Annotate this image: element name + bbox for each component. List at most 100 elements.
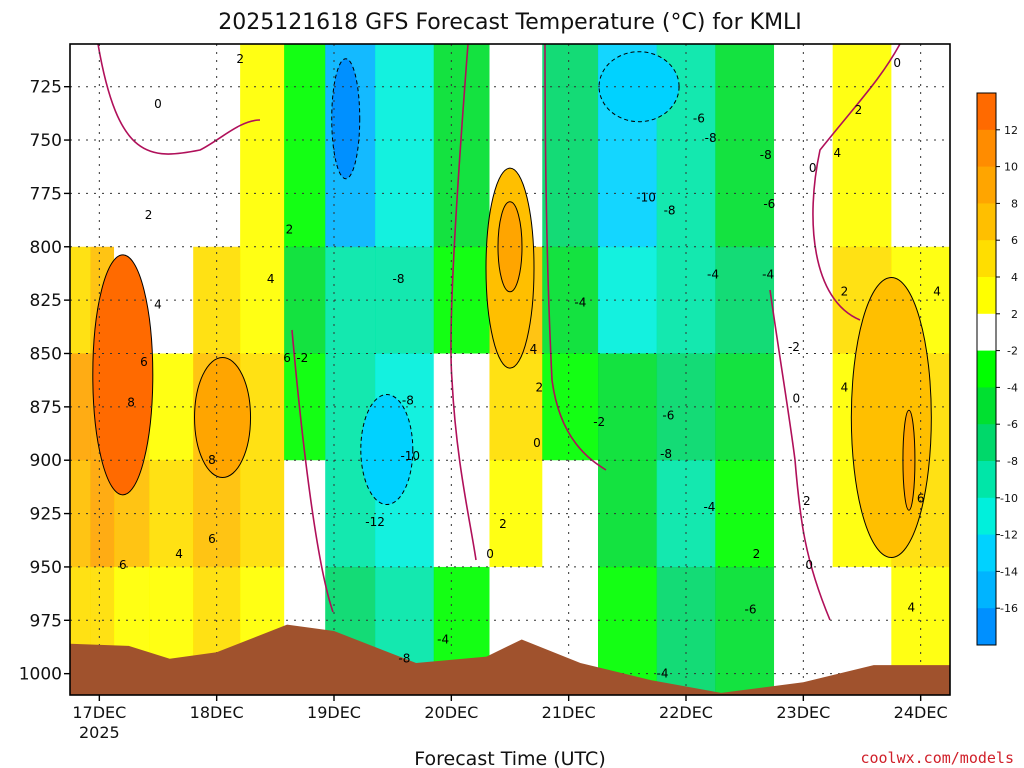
- zero-degree-contour: [769, 289, 831, 621]
- temperature-cell: [149, 44, 194, 88]
- temperature-cell: [891, 44, 950, 88]
- colorbar-label: -12: [1000, 529, 1018, 542]
- temperature-column: [542, 44, 599, 695]
- x-tick-label: 17DEC: [72, 703, 126, 722]
- colorbar-swatch: [977, 203, 996, 241]
- x-tick-label: 23DEC: [776, 703, 830, 722]
- colorbar-swatch: [977, 93, 996, 131]
- temperature-column: [70, 44, 92, 695]
- contour-label: 0: [154, 97, 162, 111]
- temperature-cell: [70, 246, 92, 354]
- colorbar-swatch: [977, 277, 996, 315]
- temperature-cell: [774, 86, 834, 248]
- y-tick-label: 825: [30, 291, 62, 311]
- x-tick-sublabel: 2025: [79, 723, 120, 742]
- contour-label: 0: [533, 436, 541, 450]
- y-tick-label: 875: [30, 398, 62, 418]
- x-tick-label: 18DEC: [190, 703, 244, 722]
- warm-core-17dec: [92, 254, 154, 496]
- temperature-cell: [542, 44, 599, 88]
- contour-label: 2: [841, 285, 849, 299]
- warm-core-24dec-inner: [902, 409, 916, 511]
- y-tick-label: 950: [30, 558, 62, 578]
- y-tick-label: 1000: [19, 665, 62, 685]
- x-axis-label: Forecast Time (UTC): [414, 748, 605, 768]
- warm-core-18dec: [194, 357, 252, 479]
- contour-label: -2: [593, 415, 605, 429]
- colorbar-legend: 12 10 8 6 4 2 -2 -4 -6 -8 -10 -12 -14 -16: [976, 92, 1018, 646]
- colorbar-label: -10: [1000, 492, 1018, 505]
- contour-label: 6: [208, 532, 216, 546]
- temperature-cell: [433, 44, 490, 88]
- contour-label: 4: [154, 297, 162, 311]
- zero-degree-contour: [544, 44, 607, 471]
- contour-label: 4: [530, 342, 538, 356]
- colorbar-frame: [976, 92, 997, 646]
- warm-core-24dec: [850, 277, 932, 559]
- colorbar-label: 12: [1004, 124, 1018, 137]
- contour-features-layer: [92, 44, 932, 621]
- temperature-cell: [240, 86, 285, 248]
- temperature-cell: [832, 44, 892, 88]
- contour-label: 8: [208, 453, 216, 467]
- temperature-cell: [715, 86, 775, 248]
- temperature-cell: [284, 86, 326, 248]
- zero-degree-contour: [97, 44, 261, 155]
- x-tick-label: 19DEC: [307, 703, 361, 722]
- contour-label: -12: [365, 515, 385, 529]
- colorbar-label: 6: [1011, 234, 1018, 247]
- x-tick-label: 24DEC: [894, 703, 948, 722]
- contour-label: 6: [119, 558, 127, 572]
- temperature-column: [149, 44, 194, 695]
- colorbar-label: -4: [1007, 381, 1018, 394]
- y-tick-label: 975: [30, 611, 62, 631]
- colorbar-label: 2: [1011, 308, 1018, 321]
- colorbar-swatch: [977, 571, 996, 609]
- contour-label: 0: [805, 558, 813, 572]
- temperature-column: [598, 44, 658, 695]
- y-tick-label: 775: [30, 184, 62, 204]
- colorbar-swatch: [977, 534, 996, 572]
- temperature-cell: [489, 460, 543, 568]
- colorbar-label: 4: [1011, 271, 1018, 284]
- temperature-cell: [149, 460, 194, 568]
- temperature-cell: [542, 86, 599, 248]
- contour-labels: 2 0 2 2 4 4 6 8 8 6 4 6 6 -2 -8 -8 -10 -12 -4 -8 4 2 0 2 0 -4 -2 -1…: [119, 52, 941, 681]
- zero-degree-contour: [450, 44, 477, 561]
- colorbar-swatch: [977, 240, 996, 278]
- contour-label: 2: [803, 494, 811, 508]
- contour-label: 2: [145, 208, 153, 222]
- colorbar-swatch: [977, 350, 996, 388]
- plot-area: 2 0 2 2 4 4 6 8 8 6 4 6 6 -2 -8 -8 -10 -12 -4 -8 4 2 0 2 0 -4 -2 -1…: [70, 44, 950, 695]
- temperature-column: [656, 44, 716, 695]
- temperature-column: [375, 44, 435, 695]
- y-tick-label: 800: [30, 238, 62, 258]
- colorbar-label: -6: [1007, 418, 1018, 431]
- contour-label: 4: [267, 272, 275, 286]
- colorbar-swatch: [977, 166, 996, 204]
- temperature-cell: [149, 353, 194, 461]
- contour-label: 6: [917, 492, 925, 506]
- temperature-cell: [832, 86, 892, 248]
- zero-degree-contour: [291, 329, 334, 613]
- temperature-cell: [891, 86, 950, 248]
- y-tick-label: 850: [30, 344, 62, 364]
- y-tick-label: 750: [30, 131, 62, 151]
- temperature-cell: [149, 246, 194, 354]
- contour-label: -8: [660, 447, 672, 461]
- colorbar-swatch: [977, 129, 996, 167]
- x-tick-label: 21DEC: [542, 703, 596, 722]
- contour-label: -4: [574, 295, 586, 309]
- contour-label: 0: [792, 391, 800, 405]
- temperature-cell: [70, 86, 92, 248]
- temperature-cell: [489, 44, 543, 88]
- temperature-cell: [114, 44, 150, 88]
- contour-label: 0: [809, 161, 817, 175]
- contour-label: -6: [693, 112, 705, 126]
- colorbar-label: -8: [1007, 455, 1018, 468]
- colorbar-swatch: [977, 497, 996, 535]
- temperature-cell: [70, 44, 92, 88]
- temperature-cell: [433, 353, 490, 461]
